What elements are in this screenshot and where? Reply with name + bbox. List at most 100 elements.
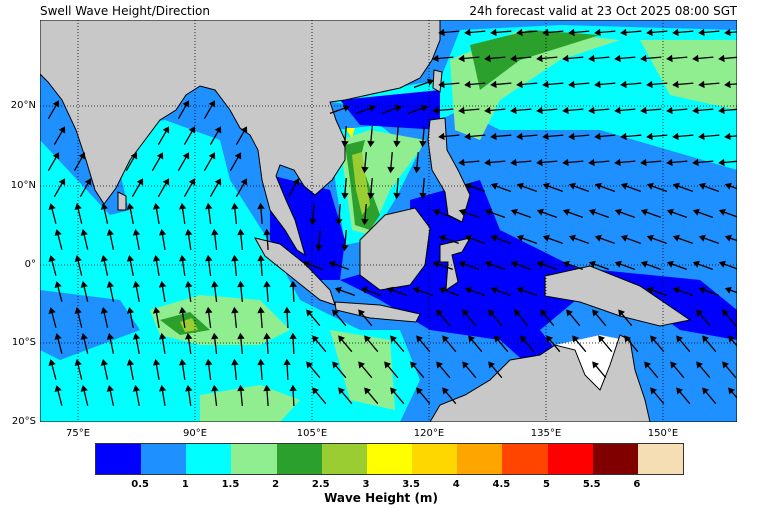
swell-arrow — [696, 361, 711, 379]
swell-arrow — [309, 203, 317, 226]
swell-arrow — [47, 100, 60, 119]
colorbar-tick: 0.5 — [131, 479, 149, 490]
swell-arrow — [390, 387, 405, 405]
swell-arrow — [438, 80, 460, 89]
lon-label: 105°E — [296, 428, 328, 439]
lon-label: 90°E — [182, 428, 208, 439]
swell-arrow — [54, 229, 63, 250]
swell-arrow — [542, 28, 564, 37]
swell-arrow — [412, 286, 434, 297]
swell-arrow — [536, 54, 558, 63]
swell-arrow — [393, 177, 401, 200]
swell-arrow — [438, 28, 460, 37]
swell-arrow — [438, 286, 460, 297]
land-taiwan — [432, 69, 443, 93]
swell-arrow — [718, 158, 737, 167]
swell-map — [40, 20, 737, 422]
swell-arrow — [126, 202, 135, 224]
swell-arrow — [74, 203, 83, 224]
swell-arrow — [464, 132, 486, 141]
swell-arrow — [231, 358, 239, 381]
swell-arrow — [514, 309, 529, 327]
colorbar-bin — [412, 444, 458, 474]
swell-arrow — [263, 280, 271, 303]
swell-arrow — [302, 260, 324, 271]
swell-arrow — [231, 306, 239, 329]
swell-arrow — [510, 106, 532, 115]
swell-arrow — [614, 54, 636, 63]
swell-arrow — [157, 178, 170, 197]
swell-arrow — [672, 286, 694, 297]
colorbar-bin — [186, 444, 232, 474]
swell-arrow — [263, 384, 271, 407]
swell-arrow — [178, 202, 187, 224]
swell-arrow — [367, 177, 375, 200]
swell-arrow — [203, 152, 216, 171]
swell-arrow — [74, 307, 83, 328]
swell-arrow — [462, 309, 477, 327]
swell-arrow — [358, 361, 373, 379]
swell-arrow — [646, 28, 668, 37]
swell-arrow — [184, 384, 193, 406]
swell-arrow — [73, 152, 86, 171]
swell-arrow — [646, 286, 668, 297]
swell-arrow — [125, 152, 138, 171]
swell-arrow — [618, 309, 633, 327]
swell-arrow — [640, 106, 662, 115]
swell-arrow — [80, 229, 89, 250]
colorbar-bin — [96, 444, 142, 474]
swell-arrow — [718, 260, 737, 270]
swell-arrow — [490, 80, 512, 89]
colorbar-tick: 4 — [452, 479, 460, 490]
colorbar-tick: 5.5 — [582, 479, 601, 490]
swell-arrow — [698, 286, 720, 297]
swell-arrow — [306, 361, 321, 379]
swell-arrow — [536, 208, 558, 219]
swell-arrow — [184, 280, 193, 302]
swell-arrow — [183, 178, 196, 197]
swell-arrow — [614, 106, 636, 115]
colorbar-tick: 2 — [272, 479, 280, 490]
swell-arrow — [724, 80, 737, 89]
swell-arrow — [536, 158, 558, 167]
swell-arrow — [646, 182, 668, 193]
swell-arrow — [672, 234, 694, 245]
swell-arrow — [588, 208, 610, 219]
swell-arrow — [594, 132, 616, 141]
swell-arrow — [211, 332, 219, 355]
swell-arrow — [588, 158, 610, 167]
swell-arrow — [358, 309, 373, 327]
swell-arrow — [718, 54, 737, 63]
swell-arrow — [484, 106, 506, 115]
swell-arrow — [361, 151, 369, 174]
swell-arrow — [724, 182, 737, 190]
swell-arrow — [536, 106, 558, 115]
swell-arrow — [728, 387, 737, 399]
swell-arrow — [355, 104, 376, 115]
swell-arrow — [390, 335, 405, 353]
swell-arrow — [74, 359, 83, 380]
swell-arrow — [640, 208, 662, 219]
swell-arrow — [666, 208, 688, 219]
swell-arrow — [698, 80, 720, 89]
swell-arrow — [722, 309, 737, 327]
swell-arrow — [360, 286, 382, 297]
swell-arrow — [614, 260, 636, 271]
swell-arrow — [646, 234, 668, 245]
swell-arrow — [334, 286, 356, 297]
swell-arrow — [74, 255, 83, 276]
land-asia — [40, 20, 441, 257]
swell-arrow — [152, 306, 161, 328]
swell-arrow — [588, 54, 610, 63]
swell-arrow — [328, 260, 350, 271]
swell-arrow — [698, 234, 720, 245]
swell-arrow — [510, 260, 532, 271]
swell-arrow — [464, 28, 486, 37]
lon-label: 135°E — [530, 428, 562, 439]
swell-arrow — [510, 208, 532, 219]
swell-arrow — [516, 234, 538, 245]
swell-arrow — [54, 385, 63, 406]
swell-arrow — [132, 280, 141, 302]
swell-arrow — [312, 387, 327, 405]
swell-arrow — [152, 254, 161, 276]
